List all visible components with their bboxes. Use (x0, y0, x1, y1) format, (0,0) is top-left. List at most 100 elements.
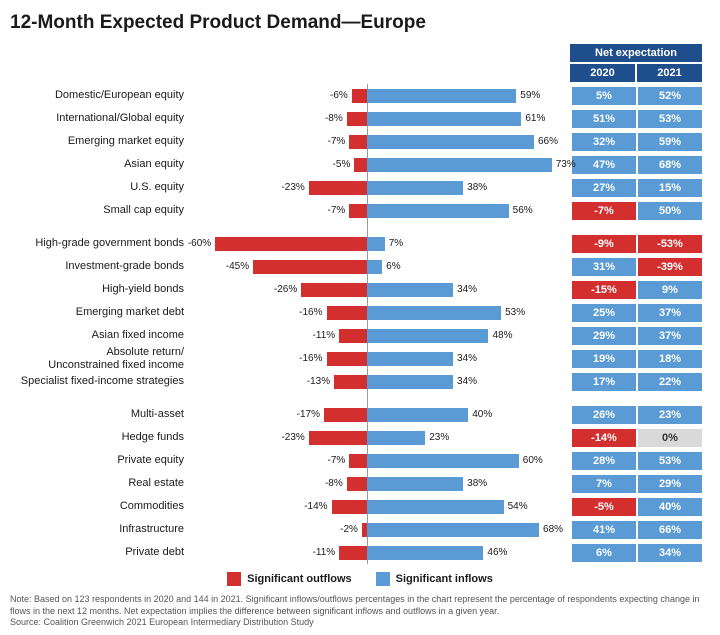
net-cell: 53% (638, 110, 702, 128)
net-cells: -9%-53% (570, 235, 702, 253)
value-inflow: 34% (457, 353, 477, 364)
net-cells: 26%23% (570, 406, 702, 424)
net-cells: 51%53% (570, 110, 702, 128)
bar-cell: -2% 68% (190, 518, 570, 541)
data-row: Emerging market debt-16%53%25%37% (10, 301, 710, 324)
net-cell: 59% (638, 133, 702, 151)
data-row: Multi-asset-17%40%26%23% (10, 403, 710, 426)
bar-inflow (367, 158, 552, 172)
value-outflow: -45% (226, 261, 249, 272)
bar-inflow (367, 260, 382, 274)
value-outflow: -13% (307, 376, 330, 387)
bar-inflow (367, 89, 516, 103)
value-outflow: -23% (281, 182, 304, 193)
net-cell: 40% (638, 498, 702, 516)
net-cell: 37% (638, 304, 702, 322)
data-row: Private debt-11%46%6%34% (10, 541, 710, 564)
bar-cell: -8%61% (190, 107, 570, 130)
value-inflow: 34% (457, 284, 477, 295)
bar-cell: -23%38% (190, 176, 570, 199)
net-cell: -5% (572, 498, 636, 516)
row-label: Investment-grade bonds (10, 260, 190, 272)
value-inflow: 68% (543, 524, 563, 535)
net-cell: 52% (638, 87, 702, 105)
row-label: Private equity (10, 454, 190, 466)
data-row: Small cap equity-7%56%-7%50% (10, 199, 710, 222)
value-inflow: 59% (520, 90, 540, 101)
net-cells: -7%50% (570, 202, 702, 220)
net-cell: 31% (572, 258, 636, 276)
footnote: Note: Based on 123 respondents in 2020 a… (10, 594, 710, 629)
bar-outflow (309, 431, 367, 445)
value-inflow: 61% (525, 113, 545, 124)
bar-outflow (349, 454, 367, 468)
net-cell: 41% (572, 521, 636, 539)
bar-cell: -23%23% (190, 426, 570, 449)
net-cell: 47% (572, 156, 636, 174)
value-outflow: -11% (313, 330, 336, 341)
bar-cell: -7%60% (190, 449, 570, 472)
bar-cell: -13%34% (190, 370, 570, 393)
bar-outflow (347, 477, 367, 491)
bar-inflow (367, 454, 519, 468)
bar-outflow (327, 306, 367, 320)
net-cell: 34% (638, 544, 702, 562)
net-cell: 19% (572, 350, 636, 368)
value-inflow: 46% (487, 547, 507, 558)
row-label: Asian fixed income (10, 329, 190, 341)
bar-cell: -60%7% (190, 232, 570, 255)
net-cell: 29% (638, 475, 702, 493)
net-cells: -5%40% (570, 498, 702, 516)
value-inflow: 54% (508, 501, 528, 512)
net-cell: 15% (638, 179, 702, 197)
row-label: Asian equity (10, 158, 190, 170)
net-cells: -15%9% (570, 281, 702, 299)
row-label: Emerging market debt (10, 306, 190, 318)
value-inflow: 6% (386, 261, 400, 272)
value-outflow: -2% (340, 524, 358, 535)
bar-cell: -16%34% (190, 347, 570, 370)
row-label: Domestic/European equity (10, 89, 190, 101)
bar-cell: -17%40% (190, 403, 570, 426)
bar-outflow (339, 546, 367, 560)
net-cell: -39% (638, 258, 702, 276)
year-cells: 2020 2021 (570, 64, 702, 82)
value-inflow: 23% (429, 432, 449, 443)
bar-inflow (367, 408, 468, 422)
data-row: Domestic/European equity-6%59%5%52% (10, 84, 710, 107)
row-label: Multi-asset (10, 408, 190, 420)
bar-inflow (367, 283, 453, 297)
data-row: U.S. equity-23%38%27%15% (10, 176, 710, 199)
bar-cell: -16%53% (190, 301, 570, 324)
value-inflow: 56% (513, 205, 533, 216)
bar-outflow (347, 112, 367, 126)
net-cell: 53% (638, 452, 702, 470)
bar-inflow (367, 546, 483, 560)
net-cell: 5% (572, 87, 636, 105)
row-label: High-grade government bonds (10, 237, 190, 249)
net-cells: 7%29% (570, 475, 702, 493)
bar-outflow (324, 408, 367, 422)
net-cell: 32% (572, 133, 636, 151)
bar-cell: -7%66% (190, 130, 570, 153)
legend-inflows: Significant inflows (376, 572, 493, 586)
bar-cell: -8%38% (190, 472, 570, 495)
bar-outflow (354, 158, 367, 172)
bar-inflow (367, 204, 509, 218)
net-cells: 25%37% (570, 304, 702, 322)
net-cell: 68% (638, 156, 702, 174)
net-cells: 27%15% (570, 179, 702, 197)
data-row: Asian equity-5%73%47%68% (10, 153, 710, 176)
bar-inflow (367, 352, 453, 366)
net-cell: -9% (572, 235, 636, 253)
net-cell: 26% (572, 406, 636, 424)
net-cell: 23% (638, 406, 702, 424)
net-cells: 29%37% (570, 327, 702, 345)
value-inflow: 60% (523, 455, 543, 466)
legend-swatch-inflows (376, 572, 390, 586)
net-cell: 28% (572, 452, 636, 470)
value-outflow: -7% (327, 136, 345, 147)
legend-label-outflows: Significant outflows (247, 573, 352, 585)
row-label: Absolute return/Unconstrained fixed inco… (10, 346, 190, 370)
year-2021: 2021 (637, 64, 702, 82)
